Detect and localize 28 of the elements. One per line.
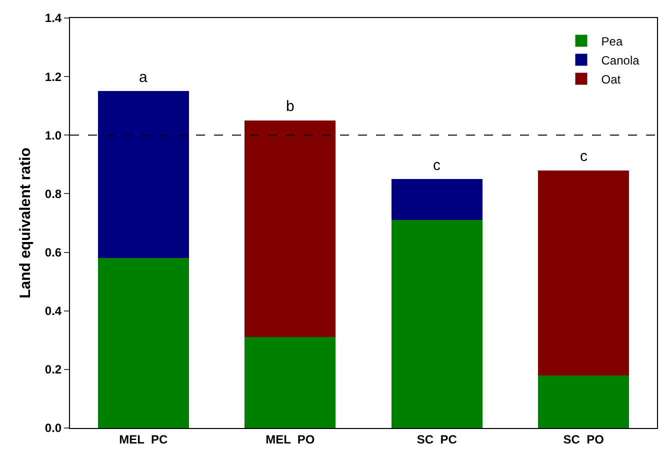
legend-label: Pea: [601, 34, 623, 48]
bar: [98, 258, 189, 428]
x-tick-label: MEL PC: [119, 432, 168, 446]
bar: [244, 120, 336, 338]
y-axis-title: Land equivalent ratio: [17, 148, 34, 298]
annotation: b: [286, 98, 294, 115]
annotation: c: [580, 148, 588, 165]
annotation: c: [433, 157, 441, 174]
y-tick-label: 0.4: [44, 304, 62, 318]
legend-label: Oat: [601, 72, 622, 86]
bar: [538, 170, 630, 376]
y-tick-label: 0.2: [44, 362, 62, 377]
y-tick-label: 0.0: [44, 421, 62, 436]
x-tick-label: SC PC: [416, 432, 458, 446]
bar: [391, 179, 482, 220]
bar: [98, 91, 189, 258]
bar: [538, 375, 630, 428]
x-tick-label: MEL PO: [266, 432, 315, 446]
legend-label: Canola: [601, 53, 640, 68]
bar: [391, 220, 482, 428]
x-tick-label: SC PO: [563, 432, 604, 446]
y-tick-label: 1.2: [44, 70, 62, 84]
y-tick-label: 1.0: [44, 128, 62, 142]
annotation: a: [139, 69, 148, 86]
y-tick-label: 0.8: [44, 186, 62, 201]
y-tick-label: 1.4: [44, 11, 62, 26]
y-tick-label: 0.6: [44, 245, 62, 260]
bar: [244, 337, 336, 428]
